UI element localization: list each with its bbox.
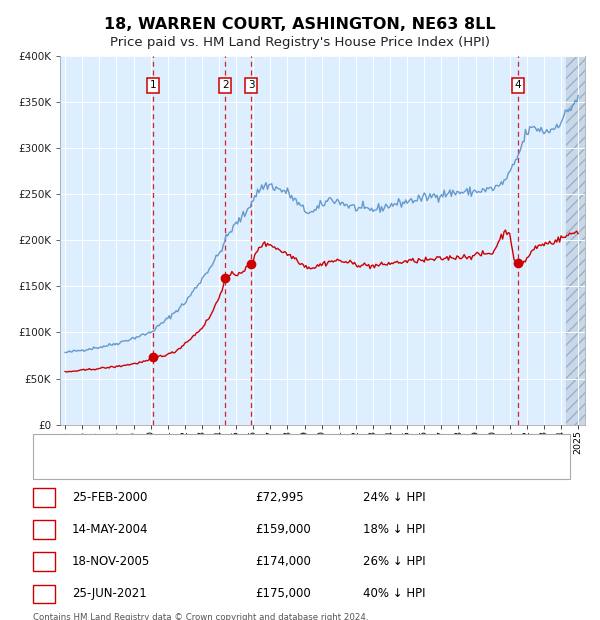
Bar xyxy=(566,56,585,425)
Text: Contains HM Land Registry data © Crown copyright and database right 2024.: Contains HM Land Registry data © Crown c… xyxy=(33,613,368,620)
Text: HPI: Average price, detached house, Northumberland: HPI: Average price, detached house, Nort… xyxy=(76,462,368,472)
Text: £175,000: £175,000 xyxy=(255,588,311,600)
Text: £72,995: £72,995 xyxy=(255,491,304,503)
Text: Price paid vs. HM Land Registry's House Price Index (HPI): Price paid vs. HM Land Registry's House … xyxy=(110,36,490,49)
Text: ——: —— xyxy=(44,461,68,473)
Text: 2: 2 xyxy=(222,81,229,91)
Text: 4: 4 xyxy=(40,588,47,600)
Text: ——: —— xyxy=(44,440,68,453)
Text: £159,000: £159,000 xyxy=(255,523,311,536)
Text: 18% ↓ HPI: 18% ↓ HPI xyxy=(363,523,425,536)
Text: 25-JUN-2021: 25-JUN-2021 xyxy=(72,588,147,600)
Text: 14-MAY-2004: 14-MAY-2004 xyxy=(72,523,149,536)
Text: £174,000: £174,000 xyxy=(255,556,311,568)
Text: 25-FEB-2000: 25-FEB-2000 xyxy=(72,491,148,503)
Text: 1: 1 xyxy=(40,491,47,503)
Text: 18, WARREN COURT, ASHINGTON, NE63 8LL: 18, WARREN COURT, ASHINGTON, NE63 8LL xyxy=(104,17,496,32)
Text: 2: 2 xyxy=(40,523,47,536)
Text: 18, WARREN COURT, ASHINGTON, NE63 8LL (detached house): 18, WARREN COURT, ASHINGTON, NE63 8LL (d… xyxy=(76,441,416,451)
Text: 1: 1 xyxy=(150,81,157,91)
Text: 3: 3 xyxy=(248,81,254,91)
Text: 40% ↓ HPI: 40% ↓ HPI xyxy=(363,588,425,600)
Text: 26% ↓ HPI: 26% ↓ HPI xyxy=(363,556,425,568)
Text: 3: 3 xyxy=(40,556,47,568)
Bar xyxy=(566,56,585,425)
Text: 4: 4 xyxy=(515,81,521,91)
Text: 24% ↓ HPI: 24% ↓ HPI xyxy=(363,491,425,503)
Text: 18-NOV-2005: 18-NOV-2005 xyxy=(72,556,150,568)
